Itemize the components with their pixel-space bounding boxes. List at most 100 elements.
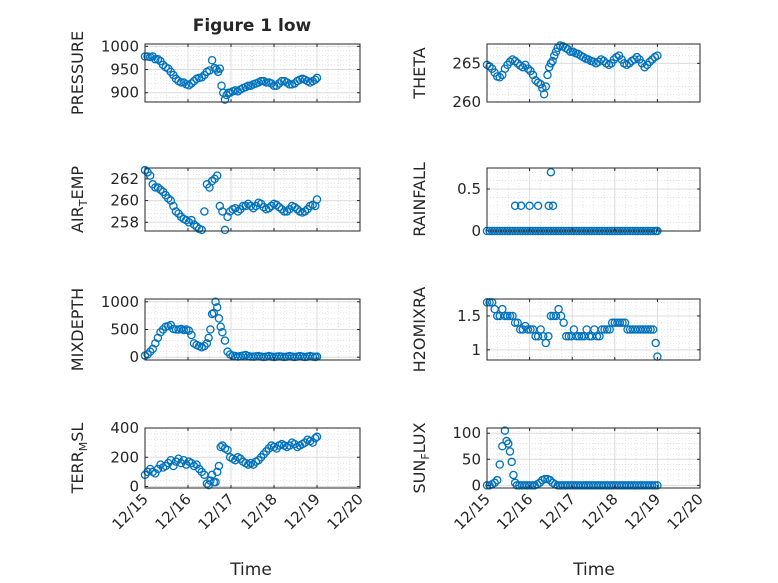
data-point <box>176 78 186 87</box>
y-tick-label: 0.5 <box>457 180 481 198</box>
data-point <box>509 470 518 480</box>
data-point <box>527 481 537 490</box>
data-point <box>523 64 533 73</box>
data-point <box>548 201 558 211</box>
y-axis-label: H2OMIXRA <box>410 287 429 373</box>
data-point <box>189 220 199 229</box>
data-point <box>269 81 279 91</box>
subplot-theta: 260 265 THETA <box>410 41 701 111</box>
data-point <box>592 332 602 341</box>
data-point <box>264 203 274 213</box>
data-point <box>212 303 222 312</box>
data-point <box>312 73 322 83</box>
axes-box <box>486 167 701 232</box>
subplot-air_temp: 258 260 262 AIRTEMP <box>68 166 361 235</box>
data-point <box>516 201 526 211</box>
data-point <box>485 62 494 71</box>
data-point <box>212 171 222 180</box>
data-point <box>249 203 258 213</box>
data-point <box>145 171 155 180</box>
data-point <box>550 51 559 60</box>
data-point <box>546 59 556 68</box>
data-point <box>267 201 276 211</box>
data-point <box>504 439 513 448</box>
data-point <box>540 474 550 484</box>
data-point <box>574 332 584 341</box>
data-point <box>290 202 299 212</box>
data-point <box>163 194 173 203</box>
series-mixdepth <box>140 297 322 362</box>
series-terr_msl <box>140 432 322 490</box>
data-point <box>184 326 194 335</box>
data-point <box>197 225 207 235</box>
data-point <box>282 207 292 216</box>
y-tick-label: 262 <box>110 170 139 188</box>
data-point <box>505 447 515 456</box>
data-point <box>280 207 289 216</box>
x-axis-label-right: Time <box>572 560 615 580</box>
data-point <box>220 95 230 104</box>
series-theta <box>482 41 662 99</box>
data-point <box>308 438 317 447</box>
y-tick-label: 1000 <box>101 293 139 311</box>
data-point <box>566 47 575 56</box>
data-point <box>151 55 160 64</box>
data-point <box>545 475 555 485</box>
data-point <box>216 322 225 331</box>
data-point <box>312 195 322 204</box>
subplot-h2omixra: 1 1.5 H2OMIXRA <box>410 287 701 373</box>
data-point <box>243 199 253 209</box>
y-tick-label: 950 <box>110 61 139 79</box>
data-point <box>179 455 188 465</box>
data-point <box>169 461 178 471</box>
data-point <box>518 62 528 72</box>
data-point <box>311 433 320 443</box>
axes-box <box>144 43 361 103</box>
y-tick-label: 1 <box>471 341 481 359</box>
data-point <box>259 202 268 212</box>
data-point <box>648 325 658 334</box>
data-point <box>171 207 181 216</box>
data-point <box>192 460 201 469</box>
y-tick-label: 258 <box>110 213 139 231</box>
y-tick-label: 50 <box>462 450 481 468</box>
data-point <box>214 314 224 323</box>
y-axis-label: AIRTEMP <box>68 166 90 233</box>
data-point <box>541 82 551 91</box>
data-point <box>204 333 213 343</box>
data-point <box>645 57 654 67</box>
series-sun_flux <box>482 426 662 490</box>
data-point <box>285 80 294 89</box>
data-point <box>544 62 554 72</box>
data-point <box>151 469 160 478</box>
data-point <box>274 202 284 212</box>
y-tick-label: 0 <box>471 476 481 494</box>
data-point <box>643 325 653 334</box>
axes-box <box>144 167 361 232</box>
data-point <box>312 432 322 442</box>
subplot-rainfall: 0 0.5 RAINFALL <box>410 162 701 240</box>
data-point <box>544 201 554 211</box>
data-point <box>220 336 230 345</box>
data-point <box>233 207 243 216</box>
y-tick-label: 0 <box>471 222 481 240</box>
data-point <box>618 318 627 327</box>
data-point <box>151 183 160 192</box>
data-point <box>492 475 502 485</box>
data-point <box>211 477 220 487</box>
y-tick-label: 100 <box>452 424 481 442</box>
data-point <box>277 76 286 86</box>
plot-area <box>487 44 700 102</box>
data-point <box>632 52 642 62</box>
y-axis-label: MIXDEPTH <box>68 288 87 371</box>
data-point <box>640 62 649 72</box>
data-point <box>300 207 310 216</box>
data-point <box>246 201 256 211</box>
data-point <box>216 442 225 452</box>
data-point <box>174 454 183 463</box>
data-point <box>184 218 194 227</box>
data-point <box>539 90 549 99</box>
y-axis-label: THETA <box>410 47 429 99</box>
data-point <box>495 460 505 469</box>
data-point <box>510 318 520 327</box>
